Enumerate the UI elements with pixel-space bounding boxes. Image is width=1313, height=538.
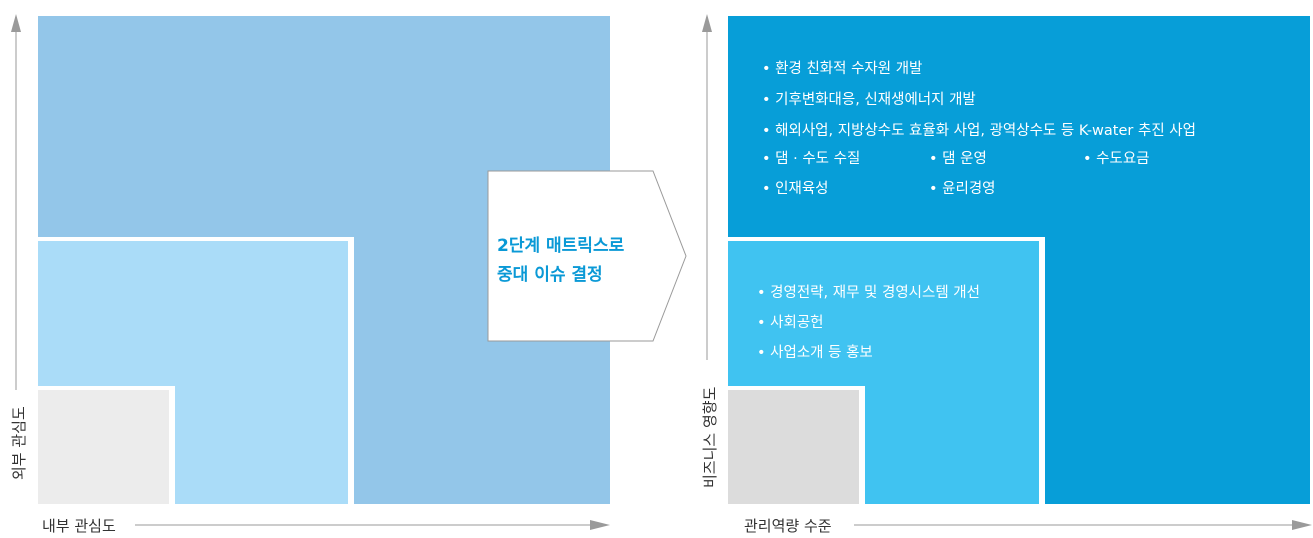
- mid-zone-item: • 사회공헌: [757, 315, 824, 331]
- top-zone-item: • 댐 · 수도 수질: [762, 151, 861, 167]
- top-zone-item: • 수도요금: [1083, 151, 1150, 167]
- top-zone-item: • 환경 친화적 수자원 개발: [762, 61, 923, 77]
- callout-text: 2단계 매트릭스로 중대 이슈 결정: [497, 232, 667, 290]
- top-zone-item: • 댐 운영: [929, 151, 987, 167]
- top-zone-item: • 기후변화대응, 신재생에너지 개발: [762, 92, 976, 108]
- top-zone-item: • 인재육성: [762, 181, 829, 197]
- right-matrix-inner-zone: [728, 390, 859, 504]
- callout-line-1: 2단계 매트릭스로: [497, 236, 625, 256]
- left-x-axis-arrowhead: [590, 520, 610, 530]
- callout-arrow-shape: [487, 170, 687, 342]
- left-matrix-inner-zone: [38, 390, 169, 504]
- mid-zone-item: • 사업소개 등 홍보: [757, 345, 873, 361]
- right-y-axis-label: 비즈니스 영향도: [701, 386, 719, 488]
- right-x-axis-label: 관리역량 수준: [744, 517, 832, 535]
- left-x-axis-label: 내부 관심도: [42, 517, 116, 535]
- mid-zone-item: • 경영전략, 재무 및 경영시스템 개선: [757, 285, 980, 301]
- right-x-axis-arrowhead: [1292, 520, 1312, 530]
- right-y-axis-arrowhead: [702, 14, 712, 32]
- left-y-axis-label: 외부 관심도: [10, 406, 28, 480]
- top-zone-item: • 윤리경영: [929, 181, 996, 197]
- callout-line-2: 중대 이슈 결정: [497, 265, 603, 285]
- left-y-axis-arrowhead: [11, 14, 21, 32]
- top-zone-item: • 해외사업, 지방상수도 효율화 사업, 광역상수도 등 K-water 추진…: [762, 123, 1196, 139]
